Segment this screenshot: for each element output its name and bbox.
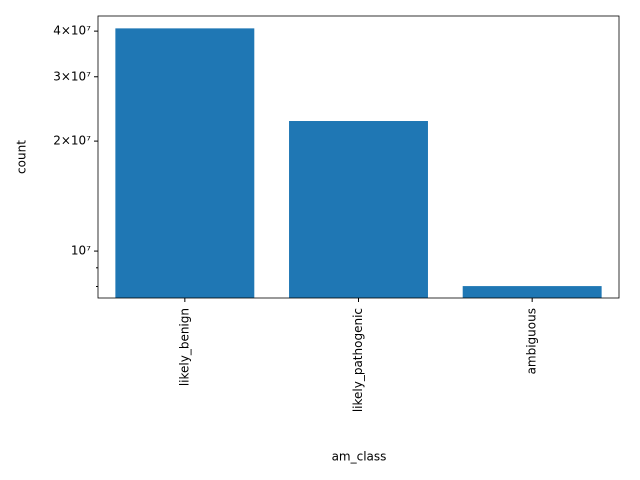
bar: [462, 286, 602, 298]
y-tick-label: 10⁷: [71, 244, 91, 258]
bar: [289, 121, 428, 298]
bar: [115, 28, 255, 298]
x-tick-label: likely_benign: [177, 308, 191, 386]
x-tick-label: ambiguous: [525, 308, 539, 374]
y-axis-label: count: [15, 140, 29, 174]
x-axis-label: am_class: [332, 450, 387, 464]
x-tick-label: likely_pathogenic: [351, 308, 365, 412]
y-tick-label: 4×10⁷: [53, 24, 91, 38]
axes-frame: [97, 15, 620, 299]
y-tick-label: 2×10⁷: [53, 134, 91, 148]
y-tick-label: 3×10⁷: [53, 69, 91, 83]
